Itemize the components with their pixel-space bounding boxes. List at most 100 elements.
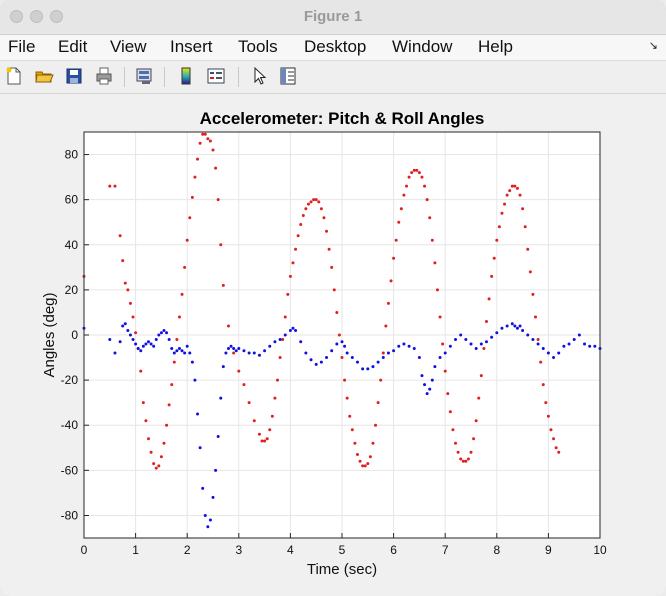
pitch-point (394, 238, 398, 242)
pitch-point (441, 342, 445, 346)
pitch-point (477, 396, 481, 400)
roll-point (113, 351, 117, 355)
menu-file[interactable]: File (8, 37, 36, 56)
pitch-point (490, 274, 494, 278)
x-tick-label: 7 (442, 543, 449, 557)
y-ticks: -80 -60 -40 -20 0 20 40 60 80 (61, 148, 89, 522)
property-inspector-icon[interactable] (278, 66, 298, 86)
x-ticks: 0 1 2 3 4 5 6 7 8 9 10 (81, 533, 607, 557)
pitch-point (513, 184, 517, 188)
pitch-point (283, 315, 287, 319)
pitch-point (175, 338, 179, 342)
pitch-point (456, 450, 460, 454)
pitch-point (118, 234, 122, 238)
pitch-point (412, 168, 416, 172)
pitch-roll-chart[interactable]: 0 1 2 3 4 5 6 7 8 9 10 -80 -60 -40 -20 0 20 40 60 80 Accel… (0, 94, 666, 596)
pitch-point (428, 216, 432, 220)
pitch-point (190, 195, 194, 199)
menu-tools[interactable]: Tools (238, 37, 278, 56)
y-tick-label: 80 (65, 148, 79, 162)
pitch-point (312, 198, 316, 202)
pitch-point (113, 184, 117, 188)
roll-point (183, 351, 187, 355)
x-tick-label: 2 (184, 543, 191, 557)
pitch-point (108, 184, 112, 188)
pitch-point (208, 139, 212, 143)
roll-point (314, 362, 318, 366)
pitch-point (363, 464, 367, 468)
roll-point (518, 324, 522, 328)
print-icon[interactable] (94, 66, 114, 86)
pitch-point (196, 157, 200, 161)
menu-window[interactable]: Window (392, 37, 453, 56)
roll-point (510, 322, 514, 326)
zoom-window-button[interactable] (50, 10, 63, 23)
roll-point (350, 356, 354, 360)
x-tick-label: 4 (287, 543, 294, 557)
pitch-point (536, 338, 540, 342)
roll-point (423, 383, 427, 387)
roll-point (381, 356, 385, 360)
pitch-point (296, 234, 300, 238)
roll-point (526, 333, 530, 337)
roll-point (513, 324, 517, 328)
open-file-icon[interactable] (34, 66, 54, 86)
pitch-point (131, 315, 135, 319)
roll-point (340, 340, 344, 344)
y-tick-label: 20 (65, 283, 79, 297)
roll-point (232, 347, 236, 351)
pitch-point (446, 392, 450, 396)
x-tick-label: 3 (235, 543, 242, 557)
pitch-point (500, 211, 504, 215)
pitch-point (203, 132, 207, 136)
new-figure-icon[interactable] (4, 66, 24, 86)
y-tick-label: 0 (71, 328, 78, 342)
dock-arrow-icon[interactable]: ↘ (648, 40, 658, 52)
menu-insert[interactable]: Insert (170, 37, 213, 56)
pitch-point (294, 247, 298, 251)
menu-edit[interactable]: Edit (58, 37, 88, 56)
y-axis-label: Angles (deg) (41, 292, 58, 377)
roll-point (417, 356, 421, 360)
chart-title: Accelerometer: Pitch & Roll Angles (200, 109, 485, 128)
minimize-window-button[interactable] (30, 10, 43, 23)
title-bar[interactable]: Figure 1 (0, 0, 666, 35)
pitch-point (549, 428, 553, 432)
pitch-point (335, 310, 339, 314)
pitch-point (257, 432, 261, 436)
pitch-point (451, 428, 455, 432)
roll-point (242, 349, 246, 353)
roll-point (366, 367, 370, 371)
pitch-point (128, 301, 132, 305)
pitch-point (180, 292, 184, 296)
pitch-point (482, 347, 486, 351)
pitch-point (399, 207, 403, 211)
close-window-button[interactable] (10, 10, 23, 23)
pitch-point (330, 265, 334, 269)
y-tick-label: -40 (61, 418, 79, 432)
roll-point (583, 342, 587, 346)
menu-view[interactable]: View (110, 37, 147, 56)
menu-desktop[interactable]: Desktop (304, 37, 367, 56)
print-preview-icon[interactable] (134, 66, 154, 86)
roll-point (490, 335, 494, 339)
roll-point (147, 340, 150, 344)
pitch-point (350, 428, 354, 432)
roll-point (128, 333, 132, 337)
roll-point (278, 338, 282, 342)
roll-point (263, 349, 267, 353)
pointer-icon[interactable] (250, 66, 270, 86)
roll-point (144, 342, 148, 346)
legend-icon[interactable] (206, 66, 226, 86)
roll-point (479, 342, 483, 346)
roll-point (216, 435, 220, 438)
pitch-point (546, 414, 550, 418)
pitch-point (345, 396, 349, 400)
menu-help[interactable]: Help (478, 37, 513, 56)
roll-point (172, 351, 176, 355)
roll-point (325, 356, 329, 360)
roll-point (206, 525, 210, 529)
pitch-point (219, 243, 223, 247)
save-icon[interactable] (64, 66, 84, 86)
colorbar-icon[interactable] (176, 66, 196, 86)
